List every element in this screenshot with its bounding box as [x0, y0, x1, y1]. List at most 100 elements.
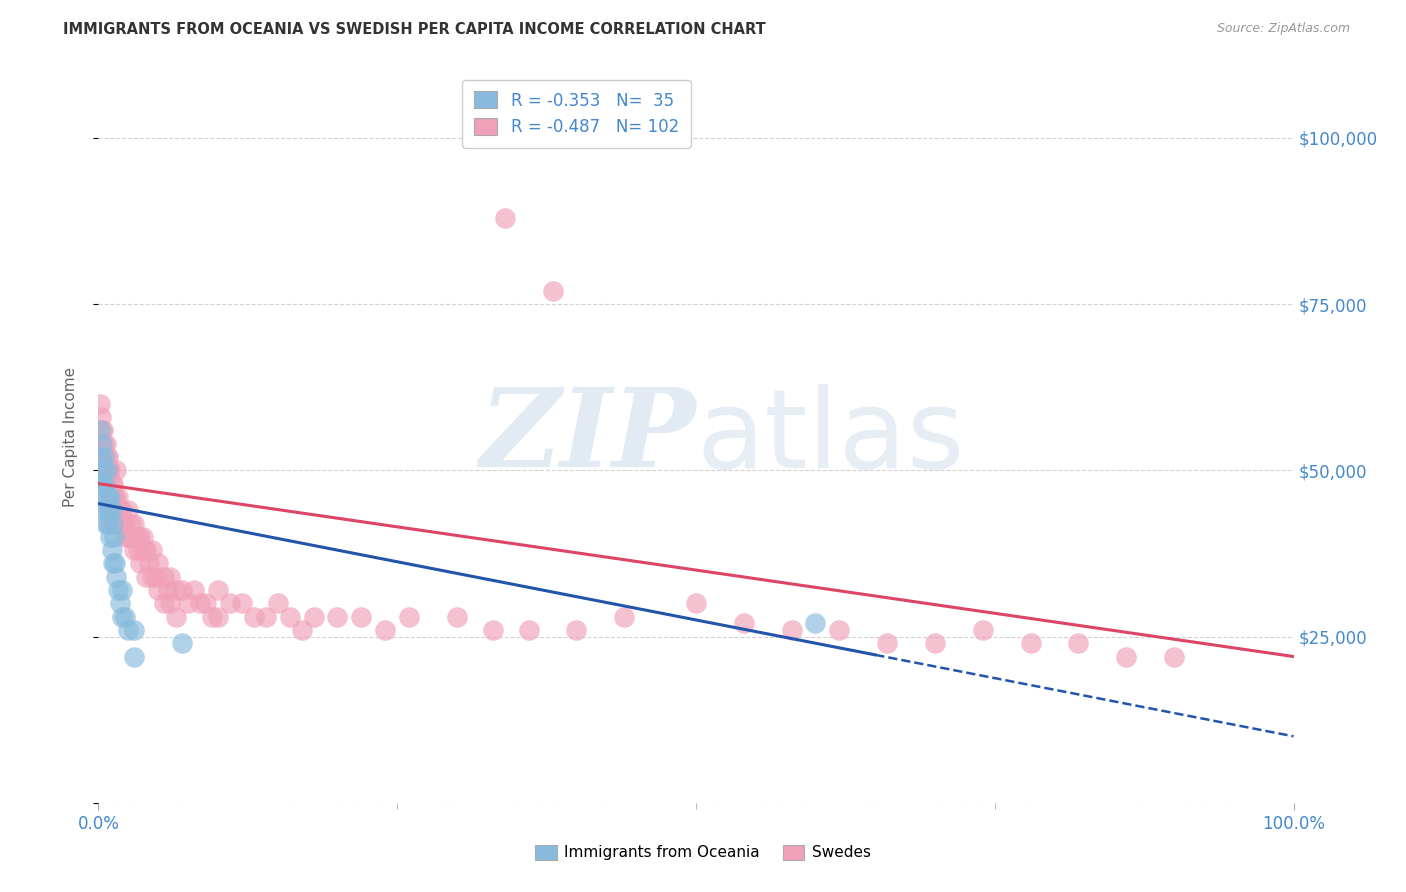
Point — [828, 623, 851, 637]
Point — [494, 211, 516, 225]
Point — [124, 516, 146, 531]
Point — [101, 516, 124, 531]
Point — [135, 570, 157, 584]
Point — [94, 463, 117, 477]
Point — [93, 476, 115, 491]
Point — [90, 410, 112, 425]
Point — [188, 596, 211, 610]
Point — [148, 557, 170, 571]
Point — [219, 596, 242, 610]
Point — [132, 543, 155, 558]
Point — [1163, 649, 1185, 664]
Point — [398, 609, 420, 624]
Point — [104, 557, 127, 571]
Point — [195, 596, 218, 610]
Point — [876, 636, 898, 650]
Point — [98, 497, 121, 511]
Point — [138, 557, 160, 571]
Point — [117, 503, 139, 517]
Point — [117, 623, 139, 637]
Point — [114, 609, 136, 624]
Point — [145, 570, 167, 584]
Point — [91, 424, 114, 438]
Point — [129, 530, 152, 544]
Point — [93, 463, 115, 477]
Point — [94, 490, 117, 504]
Point — [115, 530, 138, 544]
Point — [89, 397, 111, 411]
Point — [120, 516, 142, 531]
Point — [101, 557, 124, 571]
Text: IMMIGRANTS FROM OCEANIA VS SWEDISH PER CAPITA INCOME CORRELATION CHART: IMMIGRANTS FROM OCEANIA VS SWEDISH PER C… — [63, 22, 766, 37]
Point — [177, 596, 200, 610]
Point — [565, 623, 588, 637]
Point — [254, 609, 277, 624]
Point — [97, 490, 120, 504]
Point — [98, 503, 121, 517]
Point — [100, 476, 122, 491]
Point — [1115, 649, 1137, 664]
Point — [93, 436, 115, 450]
Point — [94, 516, 117, 531]
Point — [94, 436, 117, 450]
Point — [1067, 636, 1090, 650]
Point — [100, 503, 122, 517]
Point — [104, 490, 127, 504]
Y-axis label: Per Capita Income: Per Capita Income — [63, 367, 77, 508]
Point — [291, 623, 314, 637]
Point — [613, 609, 636, 624]
Point — [924, 636, 946, 650]
Point — [172, 636, 194, 650]
Point — [101, 503, 124, 517]
Point — [98, 530, 122, 544]
Point — [159, 596, 181, 610]
Point — [207, 609, 229, 624]
Point — [107, 516, 129, 531]
Point — [108, 503, 131, 517]
Point — [207, 582, 229, 597]
Point — [111, 609, 134, 624]
Point — [243, 609, 266, 624]
Point — [105, 503, 128, 517]
Point — [101, 476, 124, 491]
Point — [374, 623, 396, 637]
Point — [183, 582, 205, 597]
Point — [804, 616, 827, 631]
Point — [125, 530, 148, 544]
Point — [446, 609, 468, 624]
Point — [267, 596, 290, 610]
Point — [97, 490, 120, 504]
Point — [112, 516, 135, 531]
Point — [780, 623, 803, 637]
Point — [103, 490, 125, 504]
Point — [100, 543, 122, 558]
Point — [165, 582, 187, 597]
Point — [91, 463, 114, 477]
Point — [153, 570, 176, 584]
Point — [96, 450, 118, 464]
Legend: Immigrants from Oceania, Swedes: Immigrants from Oceania, Swedes — [529, 838, 877, 866]
Point — [107, 582, 129, 597]
Point — [278, 609, 301, 624]
Text: ZIP: ZIP — [479, 384, 696, 491]
Point — [107, 490, 129, 504]
Point — [91, 503, 114, 517]
Point — [91, 450, 114, 464]
Point — [141, 570, 163, 584]
Point — [98, 463, 122, 477]
Point — [541, 284, 564, 298]
Point — [153, 596, 176, 610]
Point — [159, 570, 181, 584]
Point — [90, 436, 112, 450]
Point — [148, 582, 170, 597]
Point — [96, 463, 118, 477]
Point — [517, 623, 540, 637]
Point — [201, 609, 224, 624]
Point — [302, 609, 325, 624]
Point — [117, 530, 139, 544]
Point — [97, 516, 120, 531]
Point — [98, 490, 122, 504]
Point — [114, 516, 136, 531]
Point — [131, 530, 153, 544]
Point — [97, 450, 120, 464]
